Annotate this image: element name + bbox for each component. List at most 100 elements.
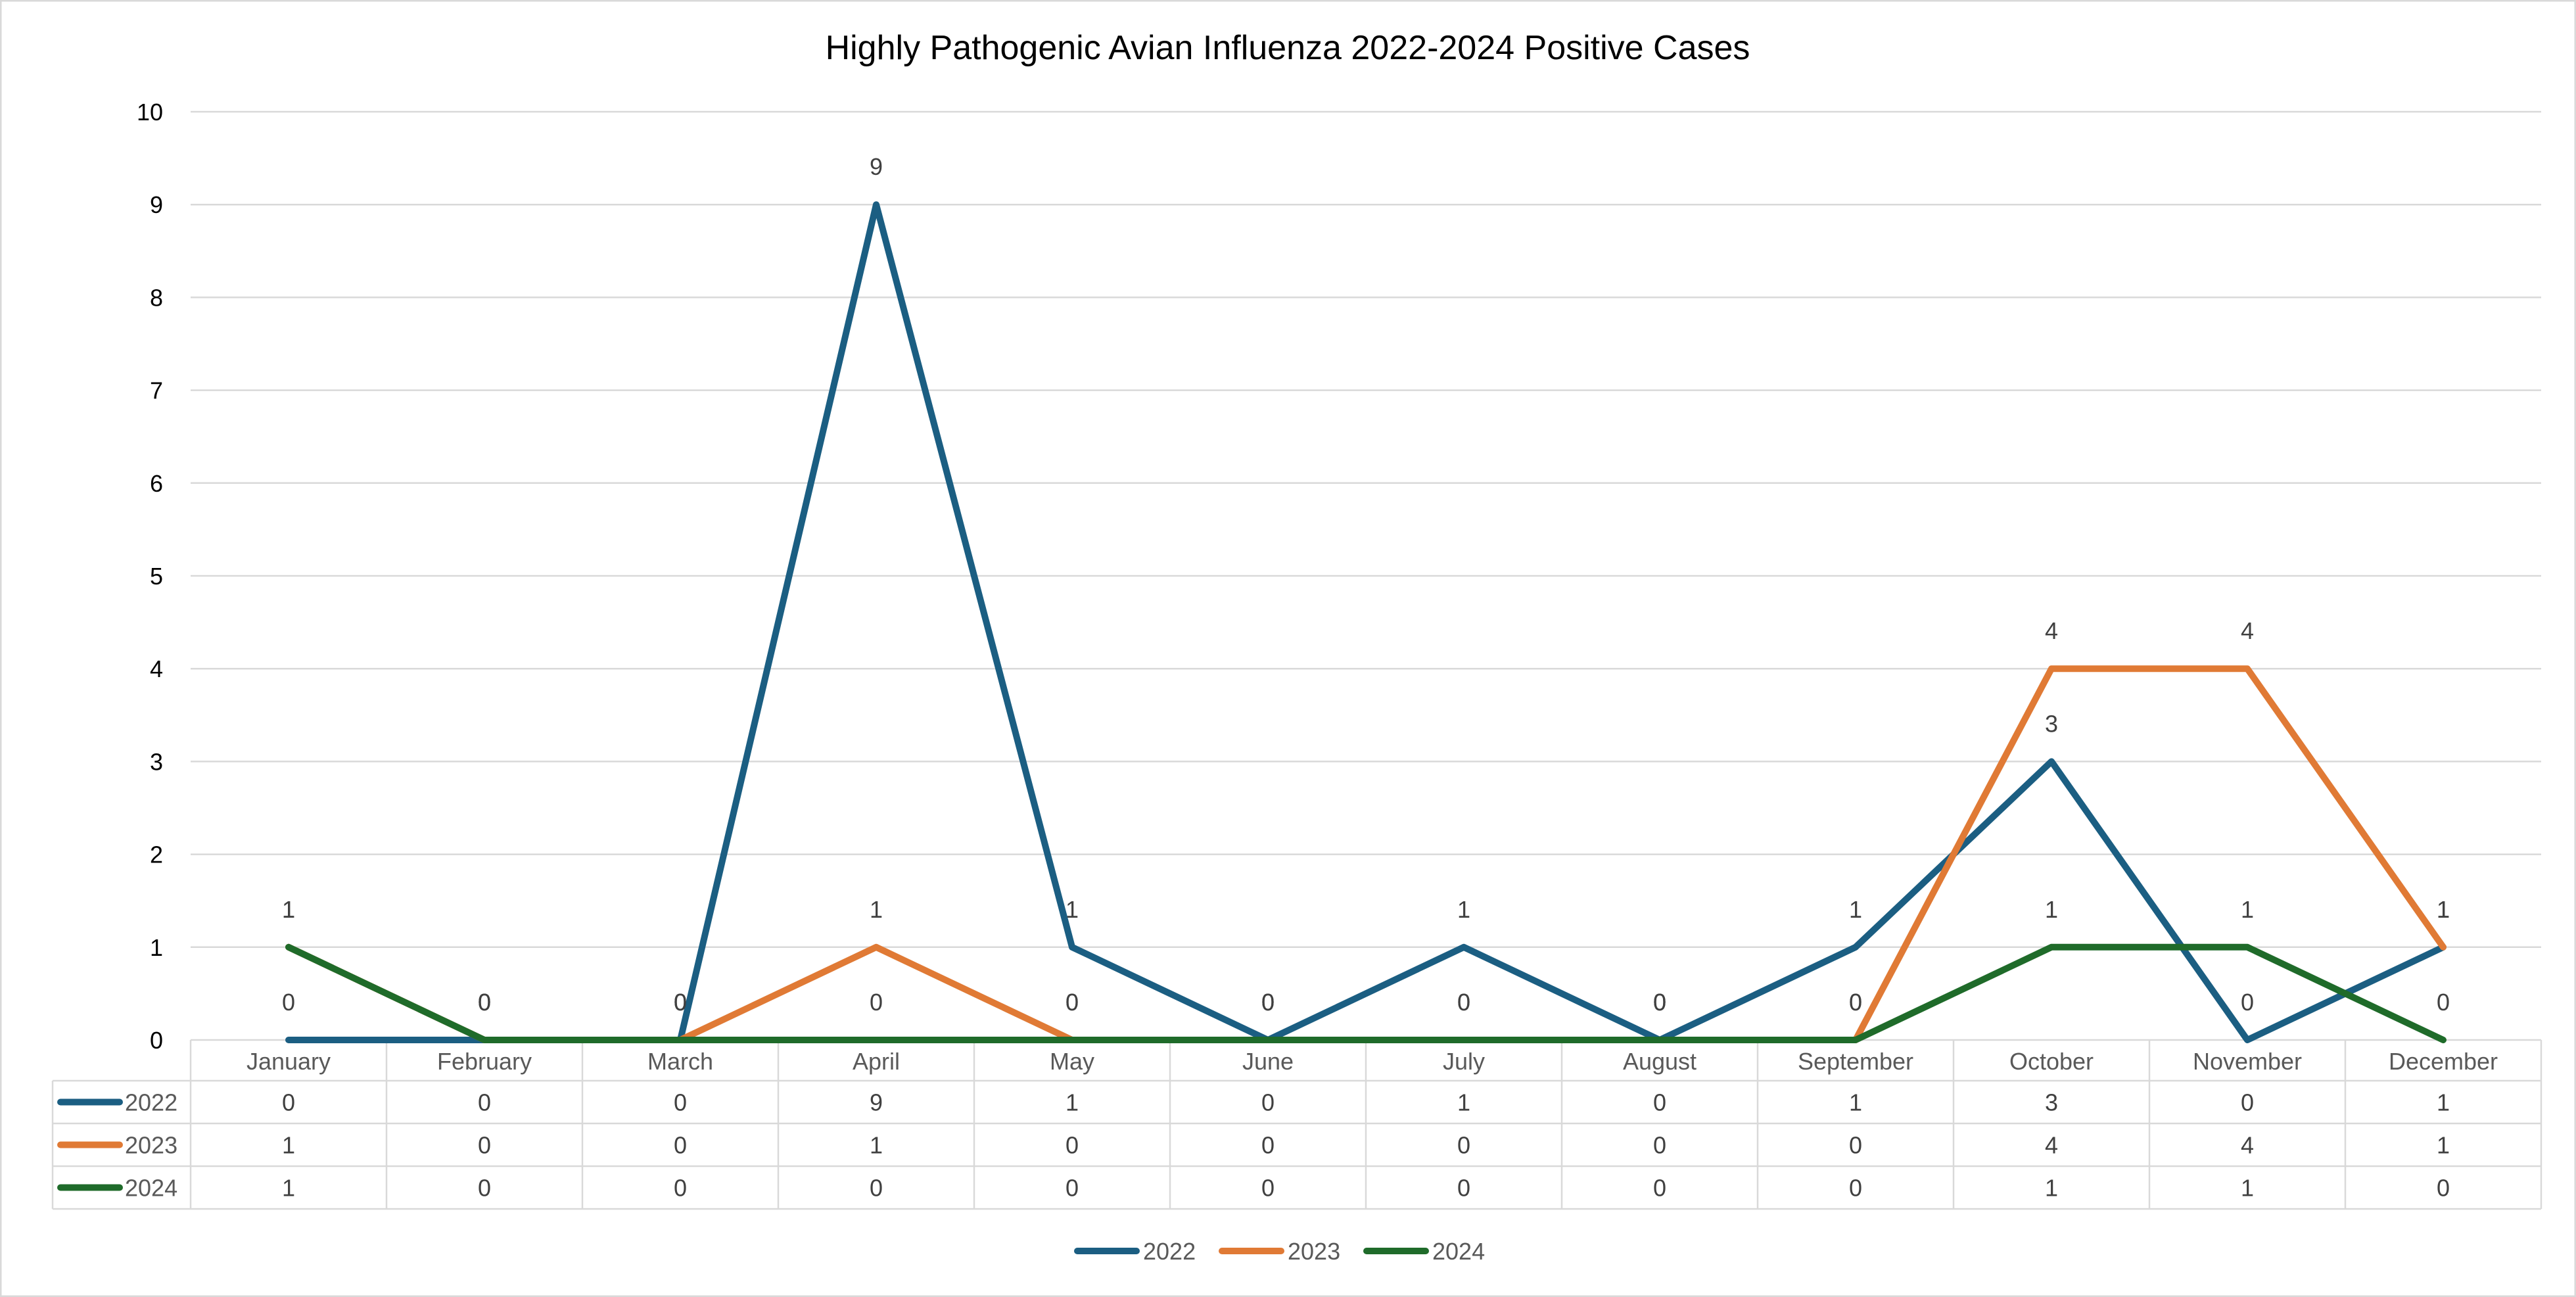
y-tick-label: 9 [150,191,163,218]
y-tick-label: 10 [137,99,163,126]
data-label: 0 [1849,989,1862,1016]
table-cell-value: 0 [478,1175,491,1202]
table-cell-value: 1 [2241,1175,2254,1202]
data-label: 0 [2241,989,2254,1016]
y-tick-label: 5 [150,563,163,590]
y-tick-label: 4 [150,655,163,682]
data-label: 1 [1457,896,1470,923]
data-label: 0 [1849,989,1862,1016]
y-tick-label: 0 [150,1027,163,1054]
legend-label: 2022 [1143,1238,1196,1265]
chart-title: Highly Pathogenic Avian Influenza 2022-2… [826,29,1750,67]
x-category-label: June [1242,1048,1294,1075]
x-category-label: May [1050,1048,1094,1075]
y-tick-label: 8 [150,284,163,311]
table-cell-value: 0 [674,1089,687,1116]
table-cell-value: 0 [1066,1175,1079,1202]
data-label: 1 [870,896,883,923]
x-category-label: April [853,1048,900,1075]
table-cell-value: 9 [870,1089,883,1116]
y-tick-label: 6 [150,470,163,497]
y-tick-label: 2 [150,841,163,868]
data-label: 0 [1066,989,1079,1016]
data-label: 0 [870,989,883,1016]
data-label: 9 [870,153,883,180]
data-label: 0 [478,989,491,1016]
data-label: 1 [2045,896,2058,923]
table-cell-value: 0 [1457,1132,1470,1159]
data-label: 0 [674,989,687,1016]
table-series-name: 2024 [125,1175,177,1202]
x-category-label: February [437,1048,532,1075]
table-cell-value: 3 [2045,1089,2058,1116]
data-label: 0 [1653,989,1666,1016]
x-category-label: July [1443,1048,1485,1075]
table-cell-value: 0 [2241,1089,2254,1116]
x-category-label: September [1798,1048,1913,1075]
table-cell-value: 0 [282,1089,295,1116]
x-category-label: October [2009,1048,2094,1075]
data-label: 0 [478,989,491,1016]
data-label: 0 [1653,989,1666,1016]
y-tick-label: 3 [150,748,163,775]
data-label: 0 [1261,989,1275,1016]
data-label: 1 [282,896,295,923]
data-label: 0 [674,989,687,1016]
x-category-label: August [1623,1048,1697,1075]
data-label: 0 [478,989,491,1016]
table-cell-value: 1 [1066,1089,1079,1116]
y-tick-label: 7 [150,377,163,404]
legend-label: 2023 [1288,1238,1340,1265]
data-label: 1 [282,896,295,923]
y-tick-label: 1 [150,934,163,961]
legend: 2022 2023 2024 [1074,1238,1485,1265]
table-cell-value: 0 [1066,1132,1079,1159]
series-line-2024 [285,943,2447,1043]
table-series-name: 2023 [125,1132,177,1159]
table-cell-value: 1 [1849,1089,1862,1116]
table-cell-value: 0 [1261,1132,1275,1159]
table-cell-value: 4 [2241,1132,2254,1159]
data-label: 1 [2241,896,2254,923]
x-category-label: January [246,1048,331,1075]
data-label: 4 [2241,617,2254,644]
data-label: 1 [1849,896,1862,923]
table-cell-value: 0 [478,1089,491,1116]
table-cell-value: 0 [1261,1175,1275,1202]
y-axis-ticks: 0 1 2 3 4 5 6 7 8 9 10 [137,99,163,1054]
data-label: 1 [2437,896,2450,923]
data-label: 0 [1653,989,1666,1016]
table-cell-value: 0 [674,1175,687,1202]
table-cell-value: 1 [282,1132,295,1159]
table-cell-value: 0 [674,1132,687,1159]
data-label: 3 [2045,710,2058,737]
legend-label: 2024 [1432,1238,1485,1265]
data-label: 0 [1261,989,1275,1016]
table-cell-value: 1 [2437,1132,2450,1159]
table-cell-value: 0 [1849,1175,1862,1202]
table-cell-value: 0 [1653,1175,1666,1202]
data-label: 0 [674,989,687,1016]
data-label: 0 [2437,989,2450,1016]
table-cell-value: 0 [1653,1089,1666,1116]
table-cell-value: 0 [1849,1132,1862,1159]
data-label: 1 [2437,896,2450,923]
data-label: 0 [1457,989,1470,1016]
data-label: 4 [2045,617,2058,644]
data-label: 0 [1066,989,1079,1016]
series-lines [285,201,2447,1043]
x-category-label: November [2193,1048,2302,1075]
table-cell-value: 4 [2045,1132,2058,1159]
data-table: January February March April May June July Augu… [51,1039,2542,1210]
table-cell-value: 1 [870,1132,883,1159]
table-cell-value: 1 [1457,1089,1470,1116]
data-label: 0 [1261,989,1275,1016]
x-category-label: December [2389,1048,2498,1075]
table-cell-value: 1 [282,1175,295,1202]
data-label: 1 [1066,896,1079,923]
table-cell-value: 1 [2437,1089,2450,1116]
table-cell-value: 0 [1653,1132,1666,1159]
